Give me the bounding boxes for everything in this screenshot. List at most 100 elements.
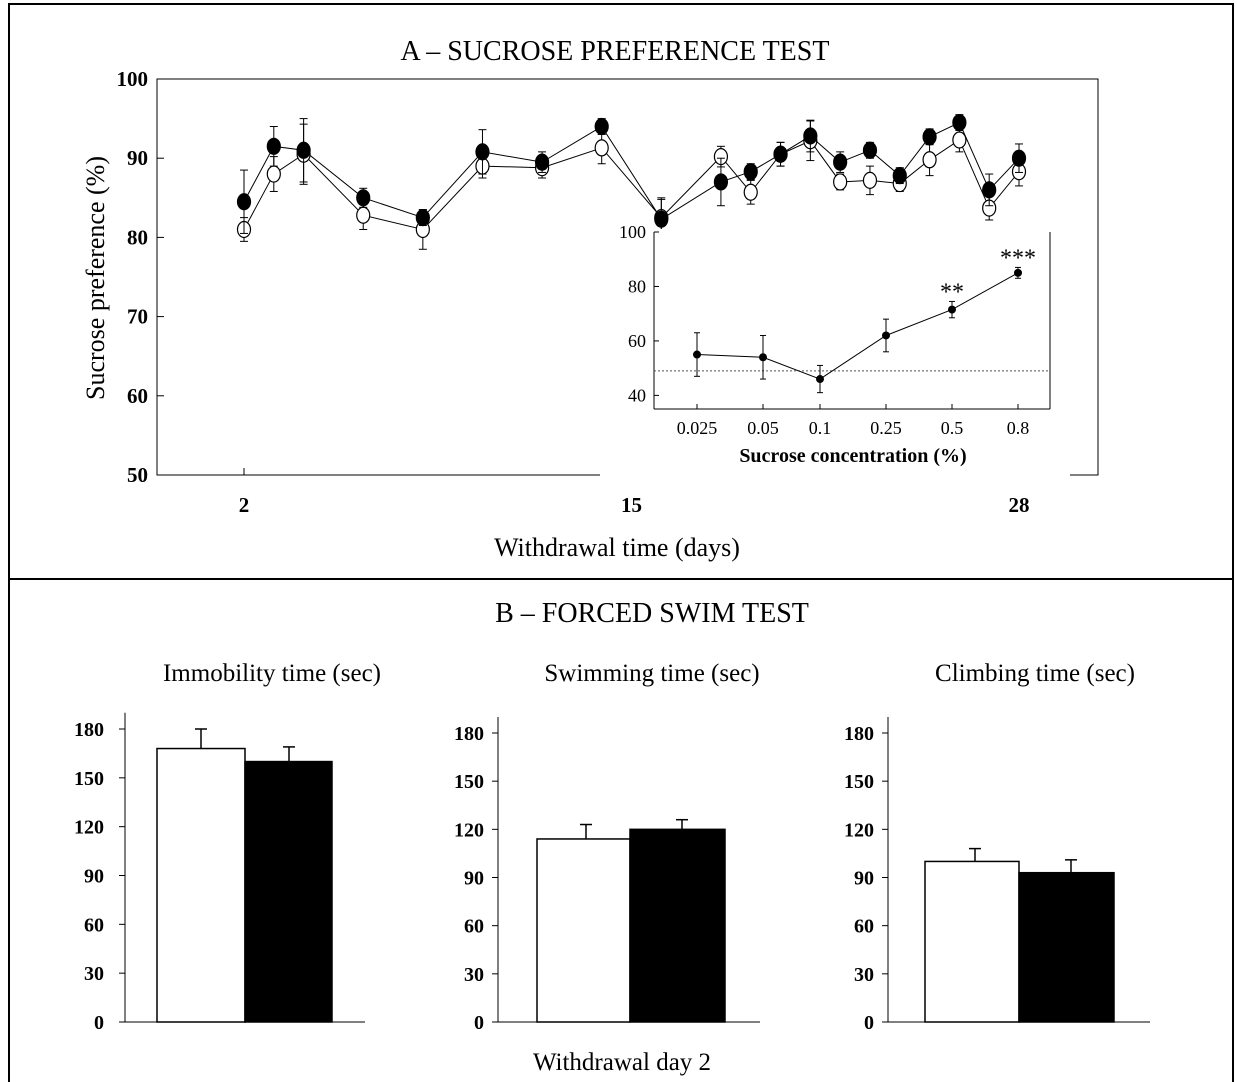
data-point-filled (594, 117, 609, 136)
data-point-open (922, 151, 937, 169)
panel-a-ylabel: Sucrose preference (%) (81, 156, 110, 400)
inset-data-point (759, 353, 767, 362)
inset-x-tick-label: 0.25 (870, 418, 902, 438)
significance-marker: ** (940, 279, 964, 305)
inset-significance: ***** (940, 245, 1036, 305)
y-tick-label: 60 (127, 384, 148, 408)
bar-open (156, 747, 246, 1023)
inset-x-tick-label: 0.1 (809, 418, 832, 438)
bar-chart-1: 0 30 60 90 120 150 180 (74, 712, 365, 1034)
data-point-filled (356, 189, 371, 207)
y-tick-label: 70 (127, 305, 148, 329)
y-tick-label: 120 (844, 819, 874, 841)
inset-data-point (948, 305, 956, 314)
bar-open (536, 838, 631, 1023)
figure-frame (8, 3, 1234, 1082)
bar-filled (244, 760, 333, 1023)
inset-data-point (816, 375, 824, 384)
data-point-filled (415, 209, 430, 227)
data-point-filled (982, 181, 997, 199)
inset-y-tick-label: 80 (628, 276, 646, 296)
inset-data-point (1014, 268, 1022, 277)
data-point-filled (892, 167, 907, 185)
data-point-filled (534, 153, 550, 171)
inset-y-tick-label: 60 (628, 331, 646, 351)
bar-charts: 0 30 60 90 120 150 180 0 30 60 90 120 150 180 0 30 60 90 1… (74, 712, 1150, 1034)
bar-filled (629, 828, 726, 1023)
data-point-filled (713, 173, 729, 191)
y-tick-label: 90 (854, 868, 874, 890)
panel-a-series (236, 113, 1027, 250)
data-point-filled (773, 145, 788, 163)
inset-data-point (882, 331, 890, 340)
data-point-filled (833, 153, 848, 171)
x-tick-label: 28 (1009, 493, 1030, 517)
inset-x-axis: 0.025 0.05 0.1 0.25 0.5 0.8 (677, 404, 1030, 438)
data-point-filled (236, 193, 252, 211)
y-tick-label: 80 (127, 225, 148, 249)
x-tick-label: 15 (621, 493, 642, 517)
data-point-filled (952, 113, 967, 132)
inset-x-tick-label: 0.05 (747, 418, 779, 438)
y-tick-label: 60 (854, 916, 874, 938)
inset-x-tick-label: 0.5 (941, 418, 964, 438)
y-tick-label: 150 (74, 768, 104, 790)
panel-a-title: A – SUCROSE PREFERENCE TEST (401, 36, 830, 67)
data-point-open (594, 139, 609, 157)
y-tick-label: 90 (84, 866, 104, 888)
bar-chart-3: 0 30 60 90 120 150 180 (844, 716, 1150, 1034)
y-tick-label: 60 (464, 916, 484, 938)
data-point-filled (743, 163, 758, 181)
data-point-filled (803, 127, 818, 145)
inset-xlabel: Sucrose concentration (%) (739, 445, 966, 467)
y-tick-label: 50 (127, 463, 148, 487)
y-tick-label: 150 (844, 771, 874, 793)
inset-y-tick-label: 40 (628, 385, 646, 405)
data-point-open (862, 171, 878, 189)
data-point-filled (1011, 149, 1027, 167)
panel-b-subtitle-climbing: Climbing time (sec) (935, 660, 1135, 687)
panel-a-y-axis: 50 60 70 80 90 100 (117, 67, 164, 487)
y-tick-label: 30 (84, 963, 104, 985)
data-point-filled (475, 143, 490, 161)
y-tick-label: 120 (74, 817, 104, 839)
y-tick-label: 0 (94, 1012, 104, 1034)
data-point-filled (654, 210, 669, 228)
inset-x-tick-label: 0.8 (1007, 418, 1030, 438)
inset-y-tick-label: 100 (619, 222, 646, 242)
data-point-open (356, 206, 371, 224)
data-point-open (833, 173, 848, 191)
panel-b-subtitle-swimming: Swimming time (sec) (544, 660, 759, 687)
y-tick-label: 180 (454, 723, 484, 745)
y-tick-label: 30 (854, 964, 874, 986)
data-point-filled (296, 141, 311, 159)
y-tick-label: 0 (474, 1012, 484, 1034)
bar-open (924, 860, 1020, 1023)
data-point-filled (862, 141, 878, 159)
y-tick-label: 180 (74, 719, 104, 741)
y-tick-label: 30 (464, 964, 484, 986)
y-tick-label: 100 (117, 67, 149, 91)
panel-b-title: B – FORCED SWIM TEST (495, 598, 809, 629)
bar-filled (1018, 871, 1115, 1023)
inset-series (693, 266, 1022, 394)
inset-x-tick-label: 0.025 (677, 418, 718, 438)
panel-b-subtitle-immobility: Immobility time (sec) (163, 660, 381, 687)
y-tick-label: 150 (454, 771, 484, 793)
bar-chart-2: 0 30 60 90 120 150 180 (454, 716, 760, 1034)
panel-a-xlabel: Withdrawal time (days) (494, 533, 740, 562)
inset-background (600, 229, 1070, 476)
data-point-filled (266, 137, 281, 155)
inset-y-axis: 40 60 80 100 (619, 222, 659, 405)
inset-line (696, 272, 1019, 380)
y-tick-label: 90 (464, 868, 484, 890)
inset-data-point (693, 350, 701, 359)
y-tick-label: 180 (844, 723, 874, 745)
significance-marker: *** (1000, 245, 1036, 271)
y-tick-label: 60 (84, 914, 104, 936)
series-line-filled (243, 121, 1020, 220)
y-tick-label: 90 (127, 146, 148, 170)
y-tick-label: 120 (454, 819, 484, 841)
x-tick-label: 2 (239, 493, 250, 517)
